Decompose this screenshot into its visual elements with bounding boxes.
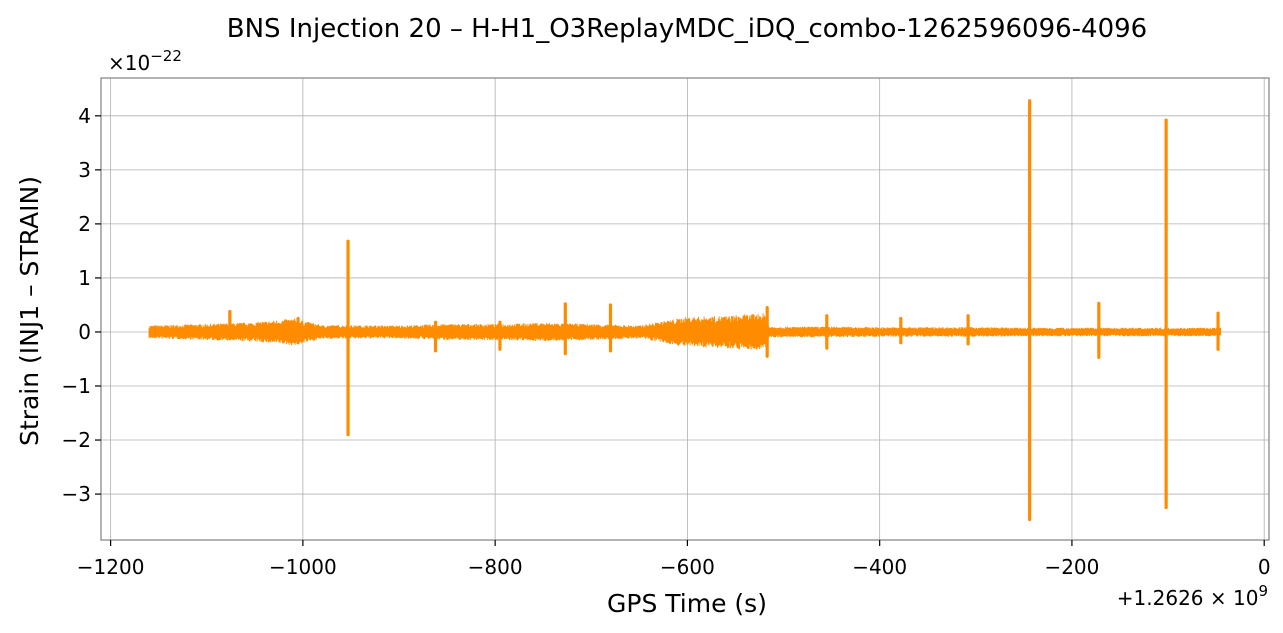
x-tick-label: 0 <box>1258 555 1271 579</box>
plot-frame <box>100 77 1270 541</box>
series-strain <box>148 99 1222 522</box>
y-tick-label: 1 <box>78 266 91 290</box>
x-tick-label: −200 <box>1044 555 1099 579</box>
y-tick-label: −3 <box>62 482 91 506</box>
x-offset-label: +1.2626 × 109 <box>1117 582 1268 610</box>
y-axis-ticks: −3 −2 −1 0 1 2 3 4 <box>62 104 101 506</box>
x-tick-label: −1200 <box>77 555 145 579</box>
y-scale-label: ×10−22 <box>108 47 182 75</box>
x-tick-label: −400 <box>852 555 907 579</box>
y-tick-label: 4 <box>78 104 91 128</box>
strain-band <box>148 313 1222 350</box>
chart-title: BNS Injection 20 – H-H1_O3ReplayMDC_iDQ_… <box>227 14 1147 44</box>
x-tick-label: −600 <box>660 555 715 579</box>
grid <box>101 78 1269 540</box>
y-tick-label: 2 <box>78 212 91 236</box>
x-tick-label: −800 <box>468 555 523 579</box>
y-tick-label: −1 <box>62 374 91 398</box>
y-axis-label: Strain (INJ1 – STRAIN) <box>15 176 44 446</box>
x-axis-label: GPS Time (s) <box>607 589 767 618</box>
x-tick-label: −1000 <box>269 555 337 579</box>
y-tick-label: 3 <box>78 158 91 182</box>
y-tick-label: 0 <box>78 320 91 344</box>
y-tick-label: −2 <box>62 428 91 452</box>
x-axis-ticks: −1200 −1000 −800 −600 −400 −200 0 <box>77 540 1271 579</box>
